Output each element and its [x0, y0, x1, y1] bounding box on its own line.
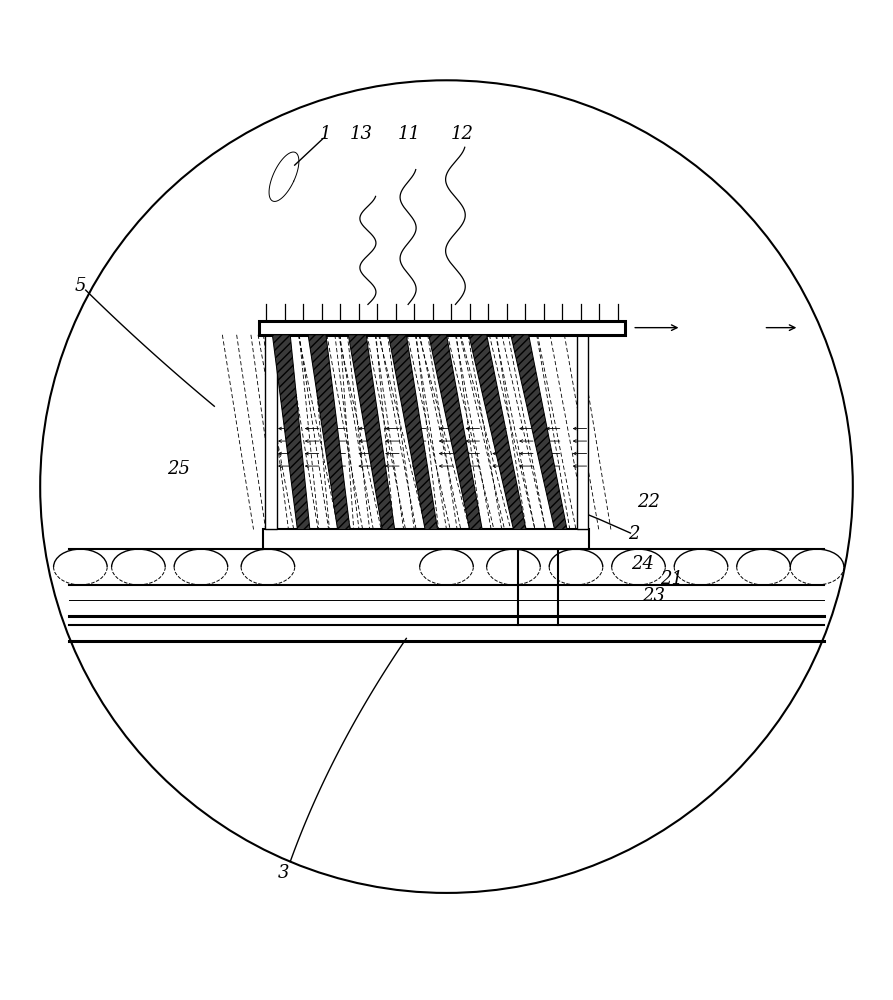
Text: 12: 12: [451, 125, 474, 143]
Text: 2: 2: [629, 525, 639, 543]
Bar: [259, 321, 625, 335]
Text: 23: 23: [642, 587, 665, 605]
Polygon shape: [511, 335, 567, 529]
Bar: [577, 335, 588, 529]
Text: 25: 25: [167, 460, 190, 478]
Text: 3: 3: [279, 864, 289, 882]
Text: 5: 5: [75, 277, 86, 295]
Polygon shape: [388, 335, 438, 529]
Polygon shape: [272, 335, 310, 529]
Polygon shape: [429, 335, 482, 529]
Polygon shape: [469, 335, 526, 529]
Bar: [263, 529, 589, 549]
Polygon shape: [308, 335, 350, 529]
Text: 13: 13: [350, 125, 373, 143]
Text: 11: 11: [397, 125, 421, 143]
Polygon shape: [348, 335, 395, 529]
Text: 1: 1: [321, 125, 331, 143]
Text: 21: 21: [660, 570, 683, 588]
Bar: [265, 335, 277, 529]
Text: 22: 22: [637, 493, 660, 511]
Text: 24: 24: [631, 555, 655, 573]
